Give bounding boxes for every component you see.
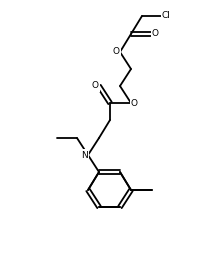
Text: O: O (112, 47, 119, 56)
Text: N: N (81, 150, 88, 159)
Text: O: O (151, 30, 158, 39)
Text: O: O (130, 98, 137, 107)
Text: Cl: Cl (161, 12, 170, 21)
Text: O: O (92, 81, 99, 90)
